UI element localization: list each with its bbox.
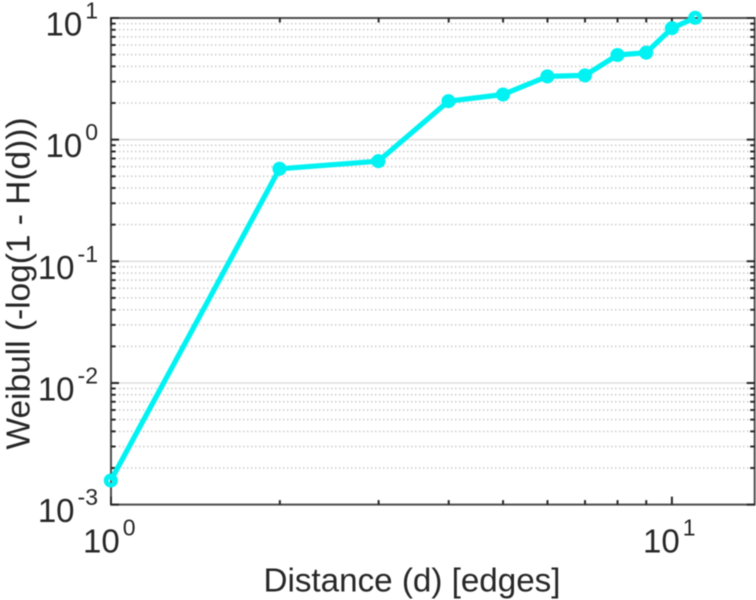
svg-text:Weibull (-log(1 - H(d))): Weibull (-log(1 - H(d))): [0, 118, 37, 450]
svg-text:Distance (d) [edges]: Distance (d) [edges]: [264, 562, 561, 599]
